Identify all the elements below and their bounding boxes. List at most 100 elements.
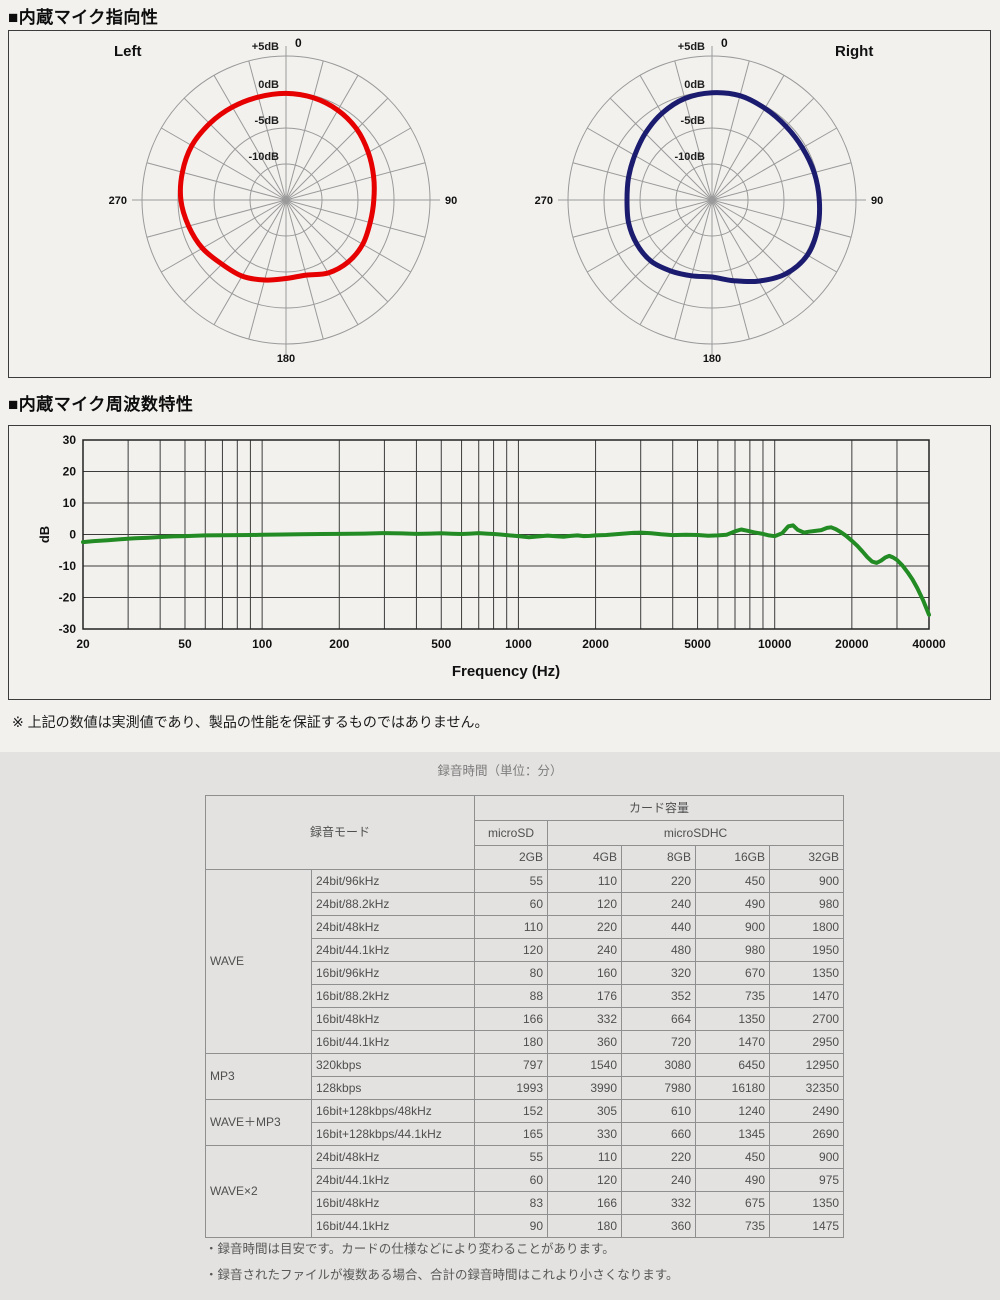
minutes-value: 180 bbox=[547, 1214, 623, 1238]
minutes-value: 110 bbox=[547, 869, 623, 893]
minutes-value: 12950 bbox=[769, 1053, 845, 1077]
mode-label: 16bit/44.1kHz bbox=[310, 1214, 476, 1238]
angle-label-270: 270 bbox=[109, 195, 127, 207]
disclaimer-note: ※ 上記の数値は実測値であり、製品の性能を保証するものではありません。 bbox=[12, 714, 489, 730]
minutes-value: 1800 bbox=[769, 915, 845, 939]
capacity-4gb: 4GB bbox=[547, 845, 623, 870]
polar-ring bbox=[639, 127, 785, 273]
angle-label-90: 90 bbox=[445, 195, 457, 207]
mode-label: 16bit+128kbps/48kHz bbox=[310, 1099, 476, 1123]
minutes-value: 165 bbox=[474, 1122, 549, 1146]
minutes-value: 1345 bbox=[695, 1122, 771, 1146]
minutes-value: 330 bbox=[547, 1122, 623, 1146]
mode-label: 24bit/44.1kHz bbox=[310, 938, 476, 962]
minutes-value: 1993 bbox=[474, 1076, 549, 1100]
minutes-value: 110 bbox=[547, 1145, 623, 1169]
minutes-value: 220 bbox=[621, 1145, 697, 1169]
capacity-8gb: 8GB bbox=[621, 845, 697, 870]
minutes-value: 900 bbox=[695, 915, 771, 939]
minutes-value: 1470 bbox=[769, 984, 845, 1008]
minutes-value: 720 bbox=[621, 1030, 697, 1054]
group-label: WAVE＋MP3 bbox=[205, 1099, 312, 1146]
mode-label: 24bit/88.2kHz bbox=[310, 892, 476, 916]
ring-label: +5dB bbox=[252, 41, 279, 53]
minutes-value: 32350 bbox=[769, 1076, 845, 1100]
minutes-value: 220 bbox=[547, 915, 623, 939]
freq-chart-panel: 30 20 10 0 -10 -20 -30 20 50 100 200 500 1000 2000 500… bbox=[8, 425, 991, 700]
polar-ring bbox=[141, 55, 431, 345]
recording-time-table: 録音モード カード容量 microSD microSDHC 2GB 4GB 8GB 16GB 3… bbox=[204, 795, 845, 1238]
group-label: WAVE×2 bbox=[205, 1145, 312, 1238]
minutes-value: 980 bbox=[695, 938, 771, 962]
minutes-value: 240 bbox=[547, 938, 623, 962]
mode-label: 16bit/44.1kHz bbox=[310, 1030, 476, 1054]
minutes-value: 55 bbox=[474, 1145, 549, 1169]
minutes-value: 110 bbox=[474, 915, 549, 939]
minutes-value: 2490 bbox=[769, 1099, 845, 1123]
ring-label: -10dB bbox=[674, 151, 705, 163]
minutes-value: 490 bbox=[695, 1168, 771, 1192]
polar-chart-panel: Left Right +5dB 0dB -5dB -10dB 0 90 180 270 +5dB… bbox=[8, 30, 991, 378]
group-label: MP3 bbox=[205, 1053, 312, 1100]
minutes-value: 1350 bbox=[695, 1007, 771, 1031]
minutes-value: 120 bbox=[474, 938, 549, 962]
mode-column-header: 録音モード bbox=[204, 795, 476, 870]
x-tick-label: 100 bbox=[252, 637, 272, 651]
minutes-value: 176 bbox=[547, 984, 623, 1008]
minutes-value: 16180 bbox=[695, 1076, 771, 1100]
mode-label: 24bit/48kHz bbox=[310, 915, 476, 939]
footnote-1: ・録音時間は目安です。カードの仕様などにより変わることがあります。 bbox=[205, 1242, 615, 1256]
minutes-value: 320 bbox=[621, 961, 697, 985]
polar-chart-right: +5dB 0dB -5dB -10dB 0 90 180 270 bbox=[535, 36, 884, 365]
minutes-value: 797 bbox=[474, 1053, 549, 1077]
ring-label: 0dB bbox=[684, 79, 705, 91]
mode-label: 128kbps bbox=[310, 1076, 476, 1100]
y-tick-label: 20 bbox=[63, 465, 77, 479]
minutes-value: 490 bbox=[695, 892, 771, 916]
left-pattern-curve bbox=[177, 90, 377, 283]
mode-label: 16bit/48kHz bbox=[310, 1191, 476, 1215]
x-tick-label: 2000 bbox=[582, 637, 609, 651]
minutes-value: 160 bbox=[547, 961, 623, 985]
microsdhc-header: microSDHC bbox=[547, 820, 845, 846]
response-curve bbox=[81, 523, 931, 617]
polar-left-title: Left bbox=[114, 43, 142, 60]
minutes-value: 88 bbox=[474, 984, 549, 1008]
minutes-value: 450 bbox=[695, 1145, 771, 1169]
polar-chart-left: +5dB 0dB -5dB -10dB 0 90 180 270 bbox=[109, 36, 458, 365]
minutes-value: 3990 bbox=[547, 1076, 623, 1100]
minutes-value: 660 bbox=[621, 1122, 697, 1146]
minutes-value: 2690 bbox=[769, 1122, 845, 1146]
minutes-value: 83 bbox=[474, 1191, 549, 1215]
minutes-value: 60 bbox=[474, 1168, 549, 1192]
capacity-2gb: 2GB bbox=[474, 845, 549, 870]
angle-label-0: 0 bbox=[295, 36, 302, 50]
minutes-value: 3080 bbox=[621, 1053, 697, 1077]
group-label: WAVE bbox=[205, 869, 312, 1054]
minutes-value: 440 bbox=[621, 915, 697, 939]
minutes-value: 1540 bbox=[547, 1053, 623, 1077]
minutes-value: 360 bbox=[621, 1214, 697, 1238]
angle-label-180: 180 bbox=[703, 353, 721, 365]
x-tick-label: 20 bbox=[76, 637, 90, 651]
minutes-value: 480 bbox=[621, 938, 697, 962]
minutes-value: 975 bbox=[769, 1168, 845, 1192]
minutes-value: 352 bbox=[621, 984, 697, 1008]
minutes-value: 1240 bbox=[695, 1099, 771, 1123]
minutes-value: 675 bbox=[695, 1191, 771, 1215]
polar-section-heading: ■内蔵マイク指向性 bbox=[8, 8, 159, 27]
footnotes: ・録音時間は目安です。カードの仕様などにより変わることがあります。 ・録音された… bbox=[205, 1238, 679, 1290]
ring-label: +5dB bbox=[678, 41, 705, 53]
mode-label: 24bit/44.1kHz bbox=[310, 1168, 476, 1192]
ring-label: -5dB bbox=[255, 115, 280, 127]
polar-ring bbox=[675, 163, 749, 237]
capacity-16gb: 16GB bbox=[695, 845, 771, 870]
recording-time-section: 録音時間（単位：分） 録音モード カード容量 microSD microSDHC 2GB… bbox=[0, 752, 1000, 1300]
angle-label-180: 180 bbox=[277, 353, 295, 365]
minutes-value: 152 bbox=[474, 1099, 549, 1123]
minutes-value: 180 bbox=[474, 1030, 549, 1054]
x-tick-label: 1000 bbox=[505, 637, 532, 651]
mode-label: 24bit/96kHz bbox=[310, 869, 476, 893]
